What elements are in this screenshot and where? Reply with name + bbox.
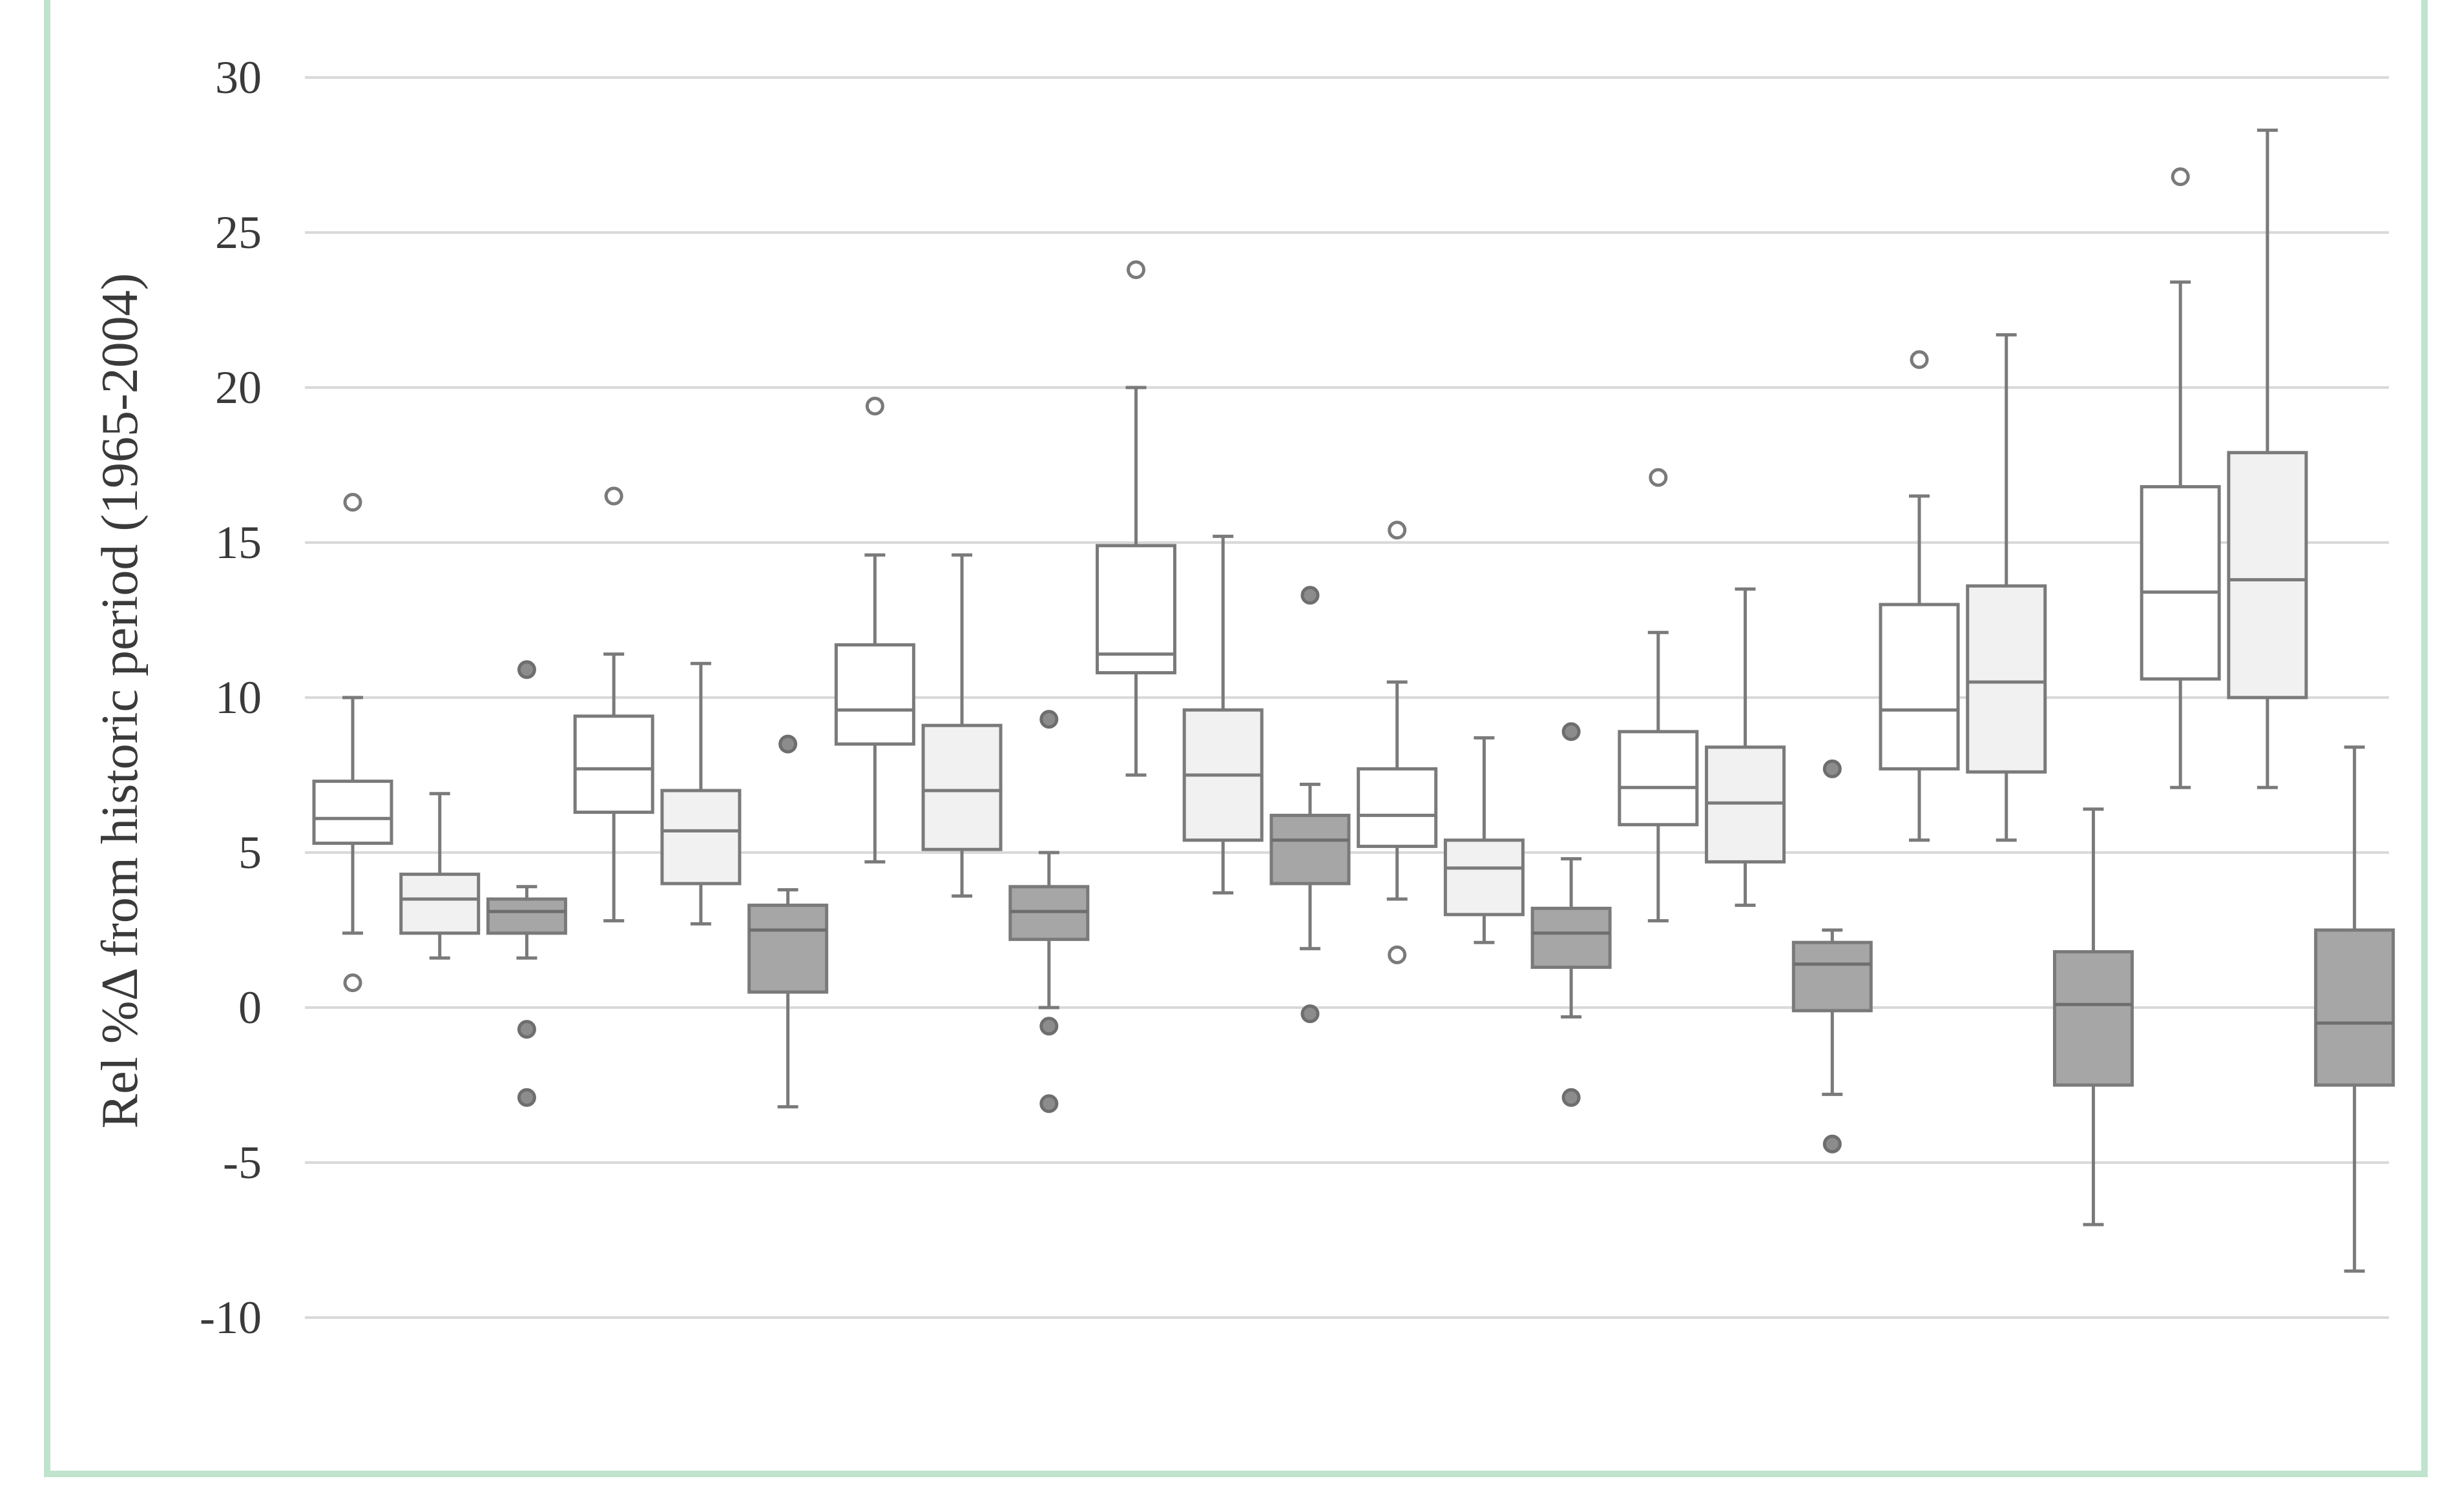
box (747, 734, 829, 1109)
outlier-point (1039, 1017, 1059, 1036)
box (312, 493, 393, 993)
box-iqr (1443, 838, 1525, 917)
y-tick-label: 25 (215, 207, 262, 258)
y-tick-labels: 30 25 20 15 10 5 0 -5 -10 (200, 52, 262, 1343)
box (1269, 586, 1351, 1024)
y-tick-label: 5 (238, 827, 262, 878)
outlier-point (1910, 350, 1929, 369)
box-iqr (1530, 906, 1612, 969)
outlier-point (1300, 586, 1320, 605)
box (1791, 759, 1873, 1154)
y-tick-label: 20 (215, 362, 262, 413)
box (2140, 167, 2221, 789)
box (1182, 534, 1264, 895)
outlier-point (865, 397, 884, 416)
box-series (312, 129, 2395, 1273)
box-iqr (1879, 603, 1960, 771)
box-iqr (573, 714, 654, 814)
y-axis-title: Rel %Δ from historic period (1965-2004) (92, 273, 149, 1129)
box-iqr (1966, 584, 2047, 774)
outlier-point (1561, 722, 1581, 741)
box (1530, 722, 1612, 1107)
box (1618, 468, 1699, 923)
y-tick-label: 15 (215, 517, 262, 568)
box-iqr (2052, 950, 2134, 1087)
outlier-point (517, 1020, 536, 1039)
box (1966, 333, 2047, 842)
outlier-point (604, 486, 623, 506)
outlier-point (1388, 521, 1407, 540)
box-iqr (1269, 813, 1351, 885)
box-iqr (747, 904, 829, 994)
box (1443, 736, 1525, 944)
box-iqr (399, 873, 481, 935)
box (486, 660, 567, 1107)
box (1705, 587, 1786, 907)
outlier-point (343, 493, 362, 512)
box (660, 661, 742, 926)
box-iqr (660, 789, 742, 885)
outlier-point (778, 734, 798, 754)
outlier-point (1561, 1088, 1581, 1107)
outlier-point (1039, 710, 1059, 729)
box-iqr (486, 897, 567, 935)
box (1357, 521, 1438, 964)
grid-lines (305, 76, 2389, 1319)
box-iqr (2140, 485, 2221, 681)
box (573, 486, 654, 923)
outlier-point (1127, 260, 1146, 280)
box-iqr (921, 723, 1003, 851)
outlier-point (1388, 945, 1407, 964)
y-tick-label: -10 (200, 1292, 262, 1343)
box-iqr (1357, 767, 1438, 848)
outlier-point (343, 973, 362, 993)
outlier-point (1039, 1094, 1059, 1113)
box (834, 397, 915, 864)
outlier-point (1822, 759, 1842, 778)
outlier-point (517, 660, 536, 679)
box (2052, 807, 2134, 1227)
box (2314, 745, 2395, 1273)
box-iqr (312, 780, 393, 845)
box-iqr (834, 643, 915, 746)
box (399, 792, 481, 960)
box (1879, 350, 1960, 842)
y-tick-label: -5 (223, 1137, 262, 1188)
box (921, 553, 1003, 898)
box-iqr (2314, 928, 2395, 1087)
outlier-point (1649, 468, 1668, 487)
box-iqr (1791, 940, 1873, 1013)
box-iqr (2227, 451, 2308, 699)
box-iqr (1618, 730, 1699, 827)
box-iqr (1096, 544, 1177, 675)
outlier-point (1822, 1134, 1842, 1154)
y-tick-label: 0 (238, 982, 262, 1033)
box (1008, 710, 1090, 1113)
y-tick-label: 10 (215, 672, 262, 723)
outlier-point (2171, 167, 2190, 187)
box (2227, 129, 2308, 789)
outlier-point (517, 1088, 536, 1107)
y-tick-label: 30 (215, 52, 262, 103)
box (1096, 260, 1177, 777)
outlier-point (1300, 1004, 1320, 1024)
